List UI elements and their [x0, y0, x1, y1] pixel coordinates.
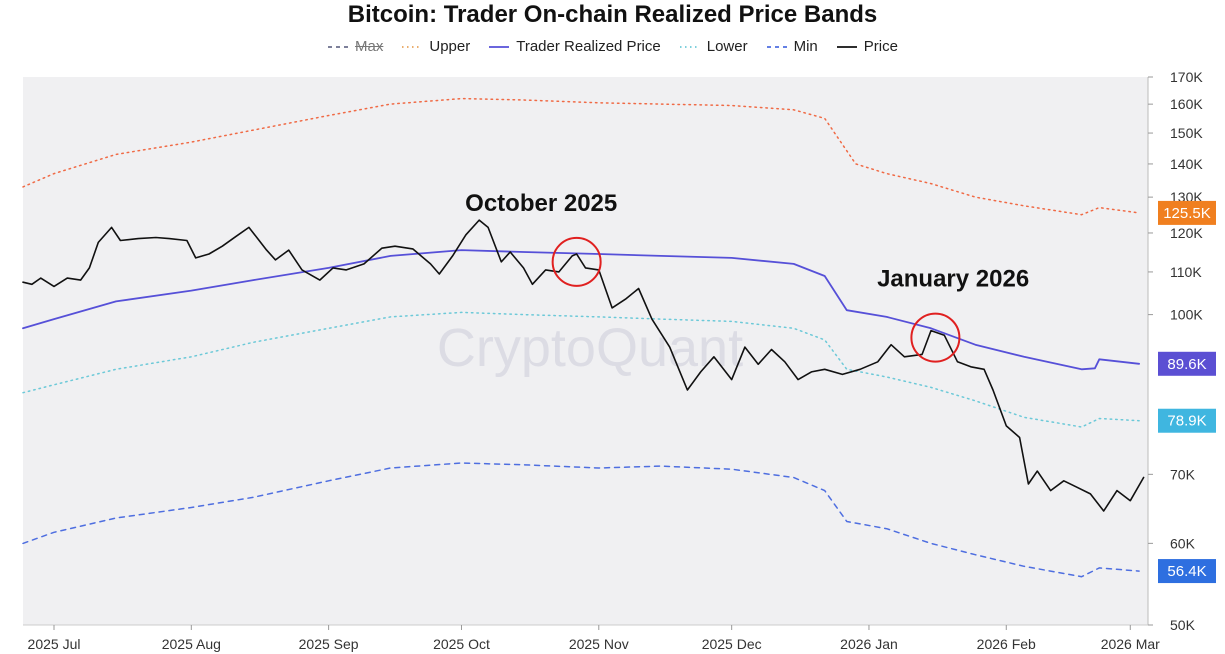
value-badge-upper [1158, 200, 1216, 225]
annotation-label: January 2026 [877, 265, 1029, 292]
legend-swatch [836, 45, 857, 48]
y-tick-label: 160K [1170, 96, 1203, 112]
value-badge-label: 78.9K [1167, 413, 1206, 430]
x-tick-label: 2026 Jan [840, 636, 898, 652]
x-tick-label: 2025 Sep [299, 636, 359, 652]
plot-area [23, 77, 1148, 625]
x-tick-label: 2025 Nov [569, 636, 629, 652]
y-tick-label: 100K [1170, 307, 1203, 323]
series-line-upper [22, 97, 1140, 216]
value-badge-lower [1158, 408, 1216, 433]
y-tick-label: 120K [1170, 225, 1203, 241]
series-line-trp [22, 249, 1140, 371]
y-tick-label: 150K [1170, 125, 1203, 141]
legend-swatch [679, 45, 700, 48]
y-tick-label: 50K [1170, 617, 1196, 633]
chart-legend: Max Upper Trader Realized Price Lower Min Pri… [0, 38, 1225, 55]
annotation-label: October 2025 [465, 190, 617, 217]
legend-label: Lower [706, 38, 748, 55]
legend-label: Price [863, 38, 898, 55]
value-badge-label: 56.4K [1167, 563, 1206, 580]
x-tick-label: 2025 Aug [162, 636, 221, 652]
series-line-min [22, 462, 1140, 578]
x-tick-label: 2026 Feb [977, 636, 1036, 652]
legend-item-upper[interactable]: Upper [401, 38, 470, 55]
legend-item-trp[interactable]: Trader Realized Price [488, 38, 661, 55]
legend-swatch [489, 45, 510, 48]
legend-label: Max [355, 38, 384, 55]
x-tick-label: 2025 Dec [702, 636, 762, 652]
annotation-circle [551, 236, 602, 287]
legend-label: Upper [429, 38, 471, 55]
legend-item-lower[interactable]: Lower [679, 38, 748, 55]
watermark-logo: CryptoQuant [437, 318, 743, 378]
x-tick-label: 2025 Jul [28, 636, 81, 652]
value-badge-trp [1158, 351, 1216, 376]
chart-title: Bitcoin: Trader On-chain Realized Price … [347, 1, 878, 28]
y-tick-label: 110K [1170, 264, 1202, 280]
legend-swatch [328, 45, 349, 48]
legend-swatch [402, 45, 423, 48]
legend-label: Min [793, 38, 818, 55]
value-badge-min [1158, 559, 1216, 584]
x-tick-label: 2026 Mar [1101, 636, 1160, 652]
value-badge-label: 89.6K [1167, 356, 1206, 373]
y-tick-label: 60K [1170, 535, 1196, 551]
legend-item-price[interactable]: Price [836, 38, 898, 55]
legend-swatch [766, 45, 787, 48]
value-badge-label: 125.5K [1163, 205, 1211, 222]
legend-item-max[interactable]: Max [327, 38, 383, 55]
y-tick-label: 170K [1170, 69, 1203, 85]
legend-item-min[interactable]: Min [766, 38, 818, 55]
annotation-circle [910, 312, 961, 363]
x-tick-label: 2025 Oct [433, 636, 490, 652]
series-line-price [22, 219, 1145, 512]
y-tick-label: 140K [1170, 156, 1203, 172]
legend-label: Trader Realized Price [516, 38, 661, 55]
y-tick-label: 70K [1170, 466, 1196, 482]
